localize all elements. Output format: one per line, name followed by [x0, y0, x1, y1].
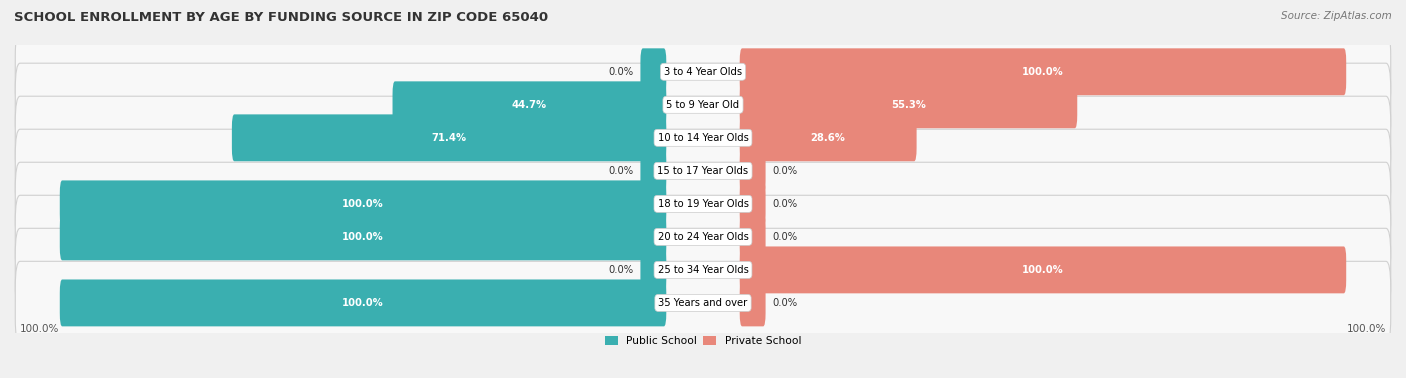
FancyBboxPatch shape — [15, 261, 1391, 344]
Text: 28.6%: 28.6% — [811, 133, 845, 143]
Text: 100.0%: 100.0% — [1022, 67, 1064, 77]
Text: 100.0%: 100.0% — [342, 298, 384, 308]
FancyBboxPatch shape — [740, 180, 766, 227]
Text: 0.0%: 0.0% — [772, 166, 797, 176]
FancyBboxPatch shape — [15, 162, 1391, 245]
FancyBboxPatch shape — [740, 147, 766, 194]
FancyBboxPatch shape — [640, 147, 666, 194]
FancyBboxPatch shape — [232, 115, 666, 161]
Text: Source: ZipAtlas.com: Source: ZipAtlas.com — [1281, 11, 1392, 21]
Text: 15 to 17 Year Olds: 15 to 17 Year Olds — [658, 166, 748, 176]
Text: 0.0%: 0.0% — [609, 166, 634, 176]
Text: 25 to 34 Year Olds: 25 to 34 Year Olds — [658, 265, 748, 275]
Text: 100.0%: 100.0% — [1022, 265, 1064, 275]
FancyBboxPatch shape — [740, 48, 1346, 95]
FancyBboxPatch shape — [640, 246, 666, 293]
FancyBboxPatch shape — [740, 81, 1077, 128]
FancyBboxPatch shape — [15, 30, 1391, 113]
Text: 10 to 14 Year Olds: 10 to 14 Year Olds — [658, 133, 748, 143]
Text: 0.0%: 0.0% — [772, 232, 797, 242]
Text: 100.0%: 100.0% — [342, 232, 384, 242]
Text: 100.0%: 100.0% — [20, 324, 59, 334]
Text: 71.4%: 71.4% — [432, 133, 467, 143]
Text: 5 to 9 Year Old: 5 to 9 Year Old — [666, 100, 740, 110]
Legend: Public School, Private School: Public School, Private School — [600, 332, 806, 350]
Text: 0.0%: 0.0% — [609, 265, 634, 275]
Text: 0.0%: 0.0% — [609, 67, 634, 77]
FancyBboxPatch shape — [60, 214, 666, 260]
FancyBboxPatch shape — [740, 115, 917, 161]
Text: 55.3%: 55.3% — [891, 100, 927, 110]
FancyBboxPatch shape — [392, 81, 666, 128]
FancyBboxPatch shape — [740, 279, 766, 326]
FancyBboxPatch shape — [740, 214, 766, 260]
FancyBboxPatch shape — [640, 48, 666, 95]
FancyBboxPatch shape — [740, 246, 1346, 293]
Text: 100.0%: 100.0% — [342, 199, 384, 209]
FancyBboxPatch shape — [15, 129, 1391, 212]
FancyBboxPatch shape — [15, 228, 1391, 311]
FancyBboxPatch shape — [60, 180, 666, 227]
Text: SCHOOL ENROLLMENT BY AGE BY FUNDING SOURCE IN ZIP CODE 65040: SCHOOL ENROLLMENT BY AGE BY FUNDING SOUR… — [14, 11, 548, 24]
FancyBboxPatch shape — [15, 96, 1391, 180]
FancyBboxPatch shape — [60, 279, 666, 326]
Text: 44.7%: 44.7% — [512, 100, 547, 110]
FancyBboxPatch shape — [15, 195, 1391, 279]
Text: 18 to 19 Year Olds: 18 to 19 Year Olds — [658, 199, 748, 209]
Text: 35 Years and over: 35 Years and over — [658, 298, 748, 308]
FancyBboxPatch shape — [15, 63, 1391, 146]
Text: 100.0%: 100.0% — [1347, 324, 1386, 334]
Text: 0.0%: 0.0% — [772, 298, 797, 308]
Text: 20 to 24 Year Olds: 20 to 24 Year Olds — [658, 232, 748, 242]
Text: 3 to 4 Year Olds: 3 to 4 Year Olds — [664, 67, 742, 77]
Text: 0.0%: 0.0% — [772, 199, 797, 209]
